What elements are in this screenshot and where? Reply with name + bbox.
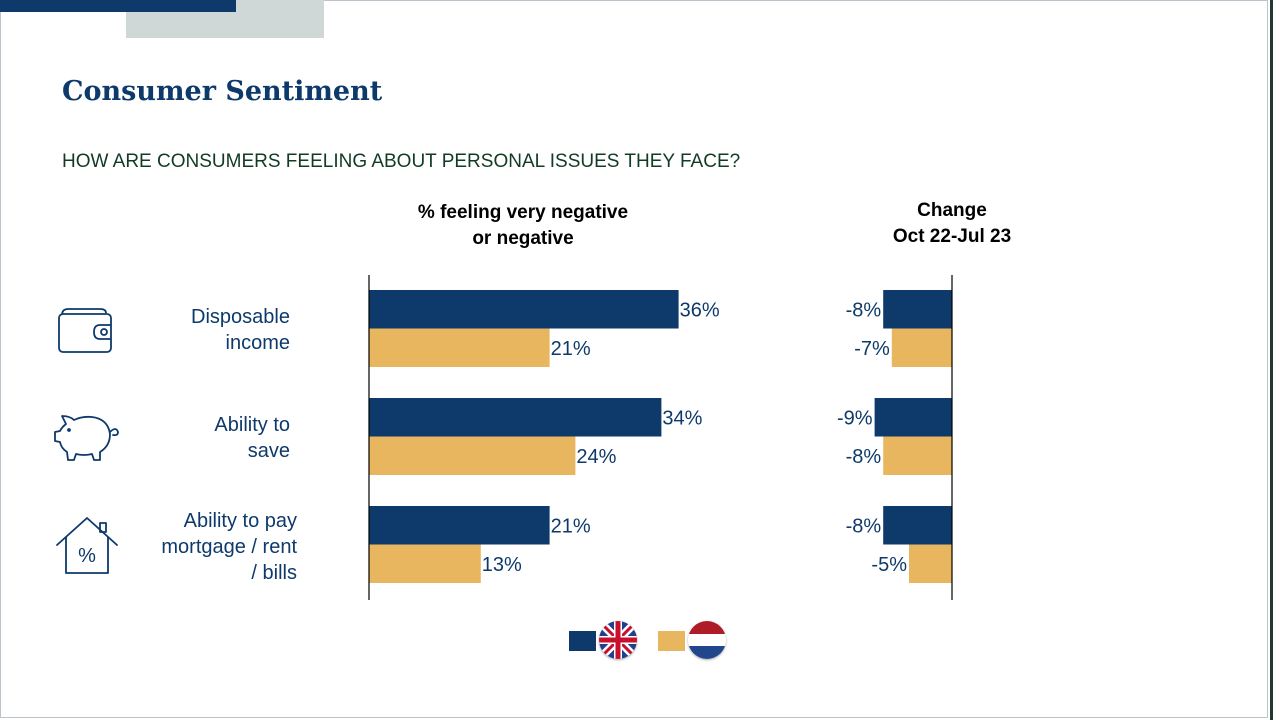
right-edge-rule bbox=[1270, 0, 1273, 720]
change-bar-uk-1 bbox=[883, 290, 952, 329]
change-header-line-1: Change bbox=[917, 200, 987, 221]
change-label-uk-1: -8% bbox=[846, 299, 882, 321]
change-header-line-2: Oct 22-Jul 23 bbox=[892, 226, 1012, 247]
row-label-ability-to-pay: Ability to pay mortgage / rent / bills bbox=[117, 508, 297, 586]
house-percent-icon: % bbox=[56, 517, 118, 574]
bar-uk-3 bbox=[369, 506, 550, 545]
change-bar-nl-1 bbox=[891, 328, 952, 367]
main-header-line-1: % feeling very negative bbox=[417, 202, 629, 223]
bar-label-nl-2: 24% bbox=[576, 446, 616, 468]
change-bar-nl-2 bbox=[883, 436, 952, 475]
row-label-line: mortgage / rent bbox=[161, 536, 297, 558]
bar-label-uk-1: 36% bbox=[680, 299, 720, 321]
wallet-icon bbox=[58, 308, 112, 353]
change-label-nl-1: -7% bbox=[854, 338, 890, 360]
row-label-line: / bills bbox=[251, 562, 297, 584]
row-label-line: income bbox=[225, 332, 290, 354]
change-label-nl-2: -8% bbox=[846, 446, 882, 468]
row-label-line: Ability to bbox=[214, 414, 290, 436]
bar-label-nl-3: 13% bbox=[482, 554, 522, 576]
page-subtitle: HOW ARE CONSUMERS FEELING ABOUT PERSONAL… bbox=[62, 151, 741, 172]
main-header-line-2: or negative bbox=[472, 228, 574, 249]
page-title: Consumer Sentiment bbox=[62, 76, 383, 107]
row-label-ability-to-save: Ability to save bbox=[110, 412, 290, 464]
uk-flag-icon bbox=[599, 621, 637, 659]
row-label-line: Disposable bbox=[191, 306, 290, 328]
row-label-line: Ability to pay bbox=[183, 510, 297, 532]
netherlands-flag-icon bbox=[688, 621, 726, 659]
percent-glyph: % bbox=[78, 545, 96, 567]
change-bar-uk-3 bbox=[883, 506, 952, 545]
bar-uk-2 bbox=[369, 398, 662, 437]
legend-swatch-uk bbox=[569, 631, 596, 651]
change-bars-group: -8% -7% -9% -8% -8% -5% bbox=[837, 290, 952, 583]
bar-label-nl-1: 21% bbox=[551, 338, 591, 360]
change-bar-nl-3 bbox=[909, 544, 952, 583]
main-column-header: % feeling very negative or negative bbox=[370, 200, 676, 252]
bar-nl-3 bbox=[369, 544, 481, 583]
bar-label-uk-3: 21% bbox=[551, 515, 591, 537]
bar-label-uk-2: 34% bbox=[662, 407, 702, 429]
bar-uk-1 bbox=[369, 290, 679, 329]
change-label-uk-3: -8% bbox=[846, 515, 882, 537]
bar-nl-2 bbox=[369, 436, 576, 475]
row-label-line: save bbox=[247, 440, 290, 462]
header-accent-blue bbox=[0, 0, 236, 12]
bar-nl-1 bbox=[369, 328, 550, 367]
row-label-disposable-income: Disposable income bbox=[110, 304, 290, 356]
change-bar-uk-2 bbox=[874, 398, 952, 437]
change-label-uk-2: -9% bbox=[837, 407, 873, 429]
main-bars-group: 36% 21% 34% 24% 21% 13% bbox=[369, 290, 720, 583]
piggy-bank-icon bbox=[54, 415, 119, 461]
change-column-header: Change Oct 22-Jul 23 bbox=[852, 198, 1052, 250]
legend-swatch-nl bbox=[658, 631, 685, 651]
change-label-nl-3: -5% bbox=[871, 554, 907, 576]
